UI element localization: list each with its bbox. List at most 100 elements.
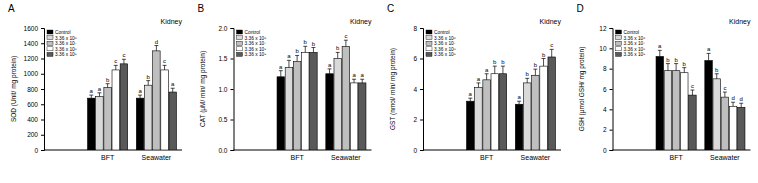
- x-tick: BFT: [101, 150, 115, 161]
- error-bar: [114, 65, 118, 70]
- significance-letter: a: [477, 76, 481, 82]
- y-tick: 4: [413, 86, 423, 93]
- bar: [548, 57, 556, 150]
- significance-letter: b: [715, 67, 719, 73]
- bar: [523, 83, 531, 150]
- bar: [293, 62, 301, 150]
- bar: [161, 70, 169, 150]
- significance-letter: b: [312, 41, 316, 47]
- y-tick-mark: [610, 150, 613, 151]
- error-bar: [122, 59, 126, 64]
- y-tick: 4: [603, 106, 613, 113]
- legend-swatch: [47, 36, 53, 40]
- error-bar: [517, 101, 521, 104]
- bar: [302, 52, 310, 150]
- y-axis-title: GST (nmol/ min/ mg protein): [389, 48, 397, 130]
- error-bar: [485, 74, 489, 80]
- legend-swatch: [616, 52, 622, 56]
- x-axis: BFTSeawater: [613, 150, 751, 161]
- y-tick: 0: [34, 147, 44, 154]
- legend-label: 3.36 x 10⁹: [55, 52, 77, 57]
- y-tick: 400: [27, 116, 44, 123]
- significance-letter: b: [542, 52, 546, 58]
- significance-letter: b: [534, 62, 538, 68]
- x-tick: BFT: [480, 150, 494, 161]
- x-tick-label: Seawater: [521, 154, 551, 161]
- legend: Control3.36 x 10⁶3.36 x 10⁷3.36 x 10⁸3.3…: [426, 30, 456, 57]
- panel-title: C: [387, 3, 394, 14]
- y-tick-label: 200: [27, 131, 38, 138]
- y-axis-line: [41, 29, 45, 151]
- panel: 02468BFTSeawateraaababbbbcControl3.36 x …: [387, 3, 561, 161]
- error-bar: [707, 53, 711, 60]
- annotation: Kidney: [350, 18, 372, 26]
- panel-title: D: [577, 3, 584, 14]
- y-tick-mark: [610, 69, 613, 70]
- error-bar: [352, 79, 356, 83]
- y-axis-line: [420, 29, 424, 151]
- significance-letter: a: [517, 94, 521, 100]
- error-bar: [106, 84, 110, 88]
- error-bar: [336, 52, 340, 58]
- error-bar: [731, 102, 735, 106]
- significance-letter: a: [328, 62, 332, 68]
- bar: [532, 75, 540, 150]
- error-bar: [146, 81, 150, 86]
- annotation: Kidney: [161, 18, 183, 26]
- y-tick-label: 1000: [24, 70, 39, 77]
- x-tick: Seawater: [142, 150, 172, 161]
- legend-label: 3.36 x 10⁶: [55, 36, 77, 41]
- significance-letter: c: [344, 33, 347, 39]
- error-bar: [493, 66, 497, 74]
- x-tick-label: Seawater: [142, 154, 172, 161]
- bar: [681, 73, 689, 150]
- legend-label: 3.36 x 10⁹: [245, 52, 267, 57]
- x-tick-label: Seawater: [331, 154, 361, 161]
- y-tick-mark: [420, 89, 423, 90]
- y-axis: 02004006008001000120014001600: [24, 25, 45, 154]
- significance-letter: a: [98, 86, 102, 92]
- significance-letter: c: [723, 85, 726, 91]
- significance-letter: b: [674, 57, 678, 63]
- error-bar: [138, 95, 142, 98]
- y-tick: 0.5: [218, 116, 233, 123]
- y-tick-mark: [420, 120, 423, 121]
- bar: [689, 95, 697, 150]
- panel: 02004006008001000120014001600BFTSeawater…: [8, 3, 182, 161]
- legend-swatch: [426, 47, 432, 51]
- y-axis-line: [231, 29, 235, 151]
- significance-letter: a: [90, 88, 94, 94]
- x-tick: BFT: [669, 150, 683, 161]
- error-bar: [550, 49, 554, 57]
- error-bar: [739, 103, 743, 107]
- significance-letter: a: [138, 88, 142, 94]
- legend-swatch: [426, 36, 432, 40]
- bar: [467, 101, 475, 150]
- legend-swatch: [616, 36, 622, 40]
- y-tick: 1000: [24, 70, 44, 77]
- legend-label: Control: [245, 30, 260, 35]
- significance-letter: a: [171, 81, 175, 87]
- bar: [104, 87, 112, 150]
- error-bar: [674, 64, 678, 71]
- x-axis: BFT Seawater: [423, 150, 561, 161]
- annotation: Kidney: [540, 18, 562, 26]
- y-axis: 02468: [413, 25, 423, 154]
- bar: [326, 74, 334, 150]
- y-tick-label: 8: [413, 25, 417, 32]
- error-bar: [303, 46, 307, 52]
- bar: [491, 74, 499, 150]
- panel-title: B: [198, 3, 205, 14]
- error-bar: [658, 50, 662, 56]
- significance-letter: a: [287, 53, 291, 59]
- bar: [342, 46, 350, 150]
- error-bar: [154, 46, 158, 51]
- y-tick: 600: [27, 101, 44, 108]
- bar: [334, 59, 342, 151]
- legend-label: 3.36 x 10⁶: [624, 36, 646, 41]
- error-bar: [723, 92, 727, 97]
- y-tick-mark: [610, 130, 613, 131]
- y-tick-mark: [610, 48, 613, 49]
- bar: [483, 80, 491, 150]
- significance-letter: d: [731, 95, 734, 101]
